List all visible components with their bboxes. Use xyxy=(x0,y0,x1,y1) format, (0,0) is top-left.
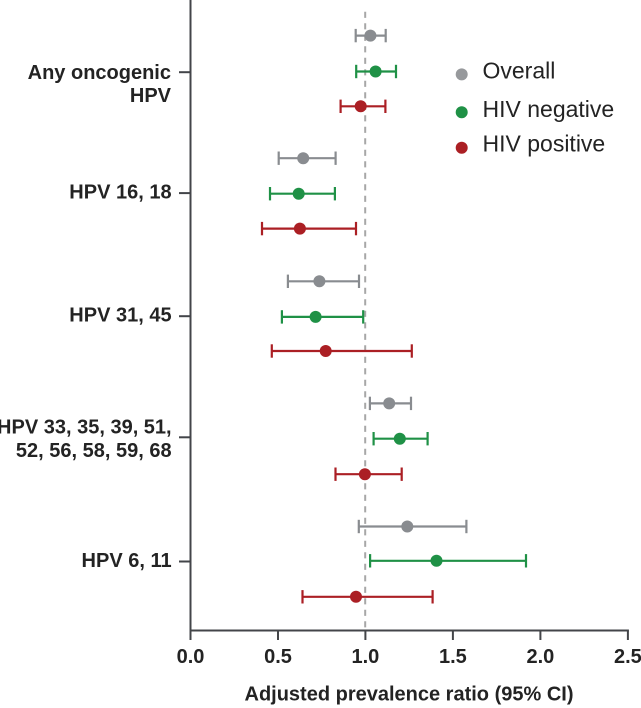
svg-text:HPV: HPV xyxy=(130,85,172,107)
svg-text:Adjusted prevalence ratio (95%: Adjusted prevalence ratio (95% CI) xyxy=(245,683,574,705)
svg-text:1.5: 1.5 xyxy=(439,646,467,668)
svg-text:HIV positive: HIV positive xyxy=(483,131,606,157)
svg-text:HPV 31, 45: HPV 31, 45 xyxy=(69,305,171,327)
svg-text:HIV negative: HIV negative xyxy=(483,96,615,122)
svg-text:HPV 33, 35, 39, 51,: HPV 33, 35, 39, 51, xyxy=(0,417,172,439)
svg-text:Overall: Overall xyxy=(483,57,556,83)
svg-text:HPV 6, 11: HPV 6, 11 xyxy=(82,550,172,572)
svg-text:2.0: 2.0 xyxy=(526,646,554,668)
svg-text:2.5: 2.5 xyxy=(614,646,641,668)
svg-text:1.0: 1.0 xyxy=(351,646,379,668)
svg-text:0.5: 0.5 xyxy=(264,646,292,668)
svg-text:0.0: 0.0 xyxy=(177,646,205,668)
svg-text:52, 56, 58, 59, 68: 52, 56, 58, 59, 68 xyxy=(16,440,172,462)
svg-text:Any oncogenic: Any oncogenic xyxy=(28,62,171,84)
svg-text:HPV 16, 18: HPV 16, 18 xyxy=(69,181,171,203)
